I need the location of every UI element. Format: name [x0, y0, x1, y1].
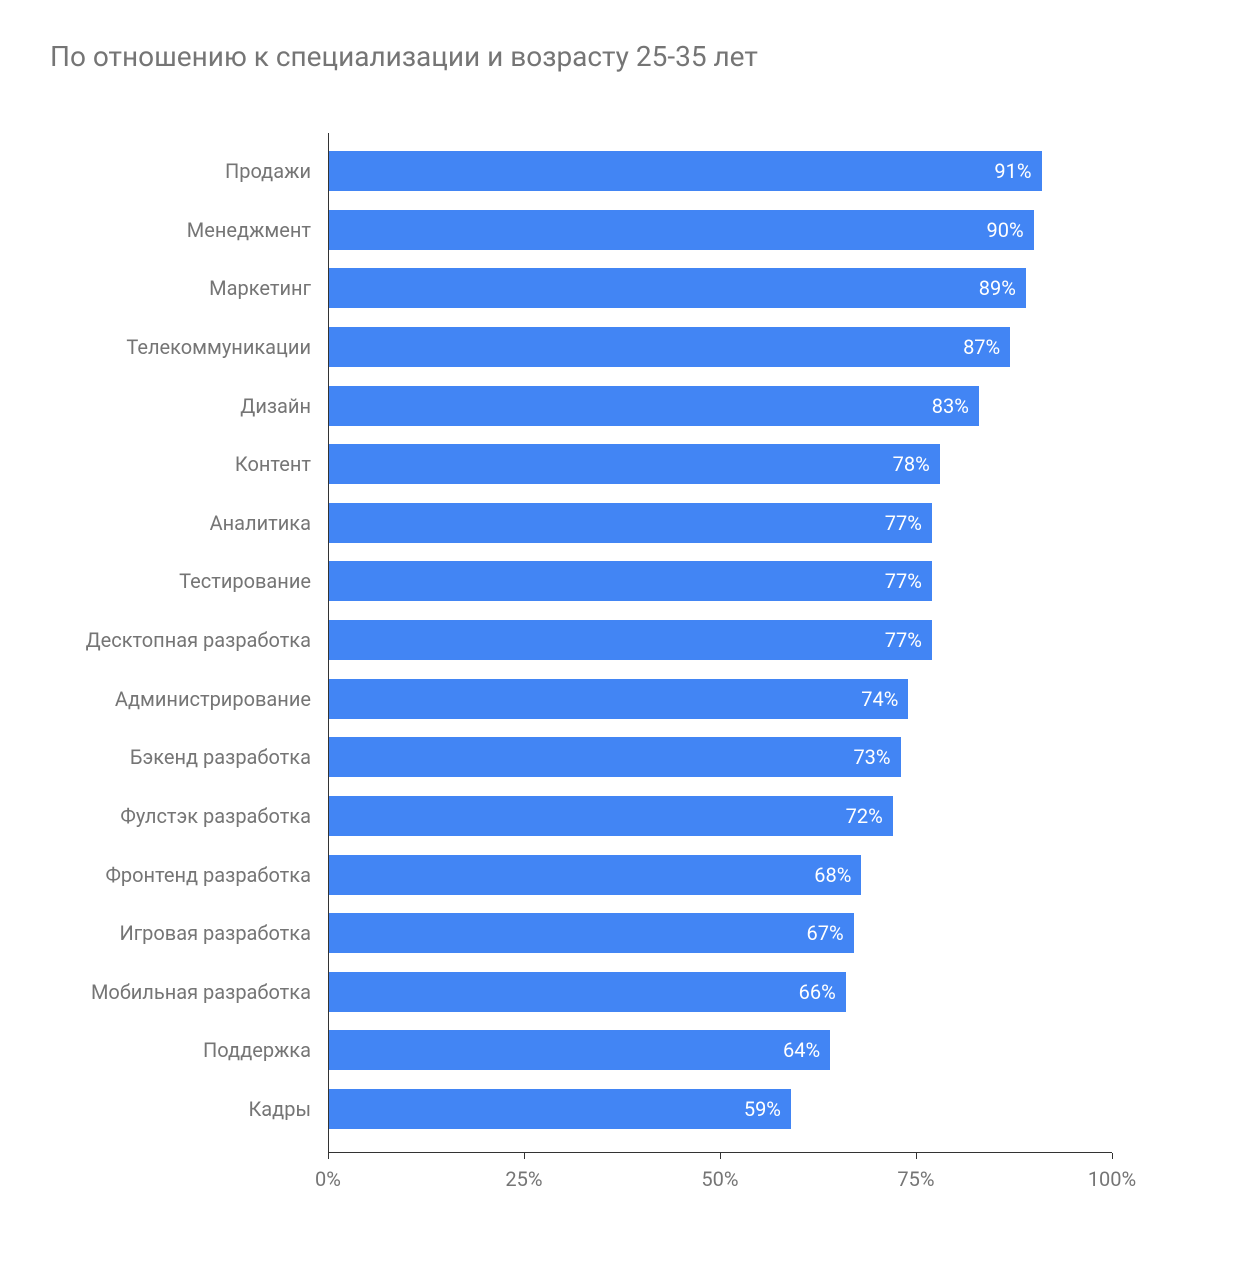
bar-fill: 68%	[329, 855, 861, 895]
bar-row: Бэкенд разработка73%	[329, 737, 1112, 777]
bar-fill: 87%	[329, 327, 1010, 367]
x-axis-tick-label: 100%	[1088, 1167, 1136, 1191]
bar-row: Тестирование77%	[329, 561, 1112, 601]
bar-category-label: Контент	[235, 452, 311, 476]
x-axis-tick-label: 25%	[505, 1167, 542, 1191]
x-axis-tick-label: 0%	[315, 1167, 341, 1191]
bar-row: Продажи91%	[329, 151, 1112, 191]
bar-value-label: 67%	[806, 921, 843, 945]
bar-fill: 91%	[329, 151, 1042, 191]
bar-row: Кадры59%	[329, 1089, 1112, 1129]
x-axis-tick	[916, 1153, 917, 1159]
bar-fill: 77%	[329, 561, 932, 601]
bar-row: Аналитика77%	[329, 503, 1112, 543]
bar-fill: 67%	[329, 913, 854, 953]
bar-category-label: Кадры	[248, 1097, 311, 1121]
bar-fill: 90%	[329, 210, 1034, 250]
chart-title: По отношению к специализации и возрасту …	[50, 40, 1192, 73]
bar-row: Поддержка64%	[329, 1030, 1112, 1070]
bar-fill: 73%	[329, 737, 901, 777]
bar-category-label: Фулстэк разработка	[120, 804, 311, 828]
bar-fill: 89%	[329, 268, 1026, 308]
bar-value-label: 90%	[987, 218, 1024, 242]
bar-category-label: Телекоммуникации	[126, 335, 311, 359]
bar-fill: 78%	[329, 444, 940, 484]
bars-group: Продажи91% Менеджмент90% Маркетинг89% Телек…	[329, 151, 1112, 1129]
bar-value-label: 68%	[814, 863, 851, 887]
bar-fill: 83%	[329, 386, 979, 426]
bar-category-label: Бэкенд разработка	[130, 745, 311, 769]
bar-category-label: Фронтенд разработка	[105, 863, 311, 887]
bar-value-label: 78%	[893, 452, 930, 476]
bar-value-label: 59%	[744, 1097, 781, 1121]
plot-area: Продажи91% Менеджмент90% Маркетинг89% Телек…	[328, 133, 1112, 1153]
bar-row: Мобильная разработка66%	[329, 972, 1112, 1012]
bar-value-label: 87%	[963, 335, 1000, 359]
bar-value-label: 91%	[994, 159, 1031, 183]
bar-value-label: 64%	[783, 1038, 820, 1062]
bar-category-label: Поддержка	[203, 1038, 311, 1062]
bar-row: Фулстэк разработка72%	[329, 796, 1112, 836]
bar-value-label: 83%	[932, 394, 969, 418]
bar-value-label: 77%	[885, 511, 922, 535]
bar-category-label: Дизайн	[240, 394, 311, 418]
chart-container: По отношению к специализации и возрасту …	[0, 0, 1242, 1272]
bar-category-label: Тестирование	[179, 569, 311, 593]
bar-fill: 77%	[329, 503, 932, 543]
bar-row: Маркетинг89%	[329, 268, 1112, 308]
bar-category-label: Игровая разработка	[120, 921, 312, 945]
bar-fill: 74%	[329, 679, 908, 719]
bar-fill: 64%	[329, 1030, 830, 1070]
bar-fill: 59%	[329, 1089, 791, 1129]
x-axis-tick	[720, 1153, 721, 1159]
bar-fill: 72%	[329, 796, 893, 836]
x-axis-tick-label: 50%	[701, 1167, 738, 1191]
bar-value-label: 72%	[846, 804, 883, 828]
bar-category-label: Продажи	[225, 159, 311, 183]
bar-value-label: 77%	[885, 628, 922, 652]
bar-category-label: Маркетинг	[209, 276, 311, 300]
bar-row: Дизайн83%	[329, 386, 1112, 426]
bar-row: Администрирование74%	[329, 679, 1112, 719]
bar-row: Фронтенд разработка68%	[329, 855, 1112, 895]
bar-value-label: 89%	[979, 276, 1016, 300]
bar-value-label: 74%	[861, 687, 898, 711]
bar-category-label: Менеджмент	[187, 218, 311, 242]
bar-value-label: 77%	[885, 569, 922, 593]
bar-category-label: Аналитика	[210, 511, 311, 535]
x-axis-tick	[524, 1153, 525, 1159]
bar-row: Менеджмент90%	[329, 210, 1112, 250]
bar-row: Игровая разработка67%	[329, 913, 1112, 953]
bar-value-label: 73%	[853, 745, 890, 769]
bar-row: Телекоммуникации87%	[329, 327, 1112, 367]
bar-category-label: Мобильная разработка	[91, 980, 311, 1004]
bar-category-label: Администрирование	[115, 687, 311, 711]
bar-value-label: 66%	[799, 980, 836, 1004]
x-axis-tick	[1112, 1153, 1113, 1159]
bar-row: Контент78%	[329, 444, 1112, 484]
bar-fill: 66%	[329, 972, 846, 1012]
x-axis-tick	[328, 1153, 329, 1159]
bar-row: Десктопная разработка77%	[329, 620, 1112, 660]
bar-category-label: Десктопная разработка	[86, 628, 311, 652]
bar-fill: 77%	[329, 620, 932, 660]
x-axis-tick-label: 75%	[897, 1167, 934, 1191]
